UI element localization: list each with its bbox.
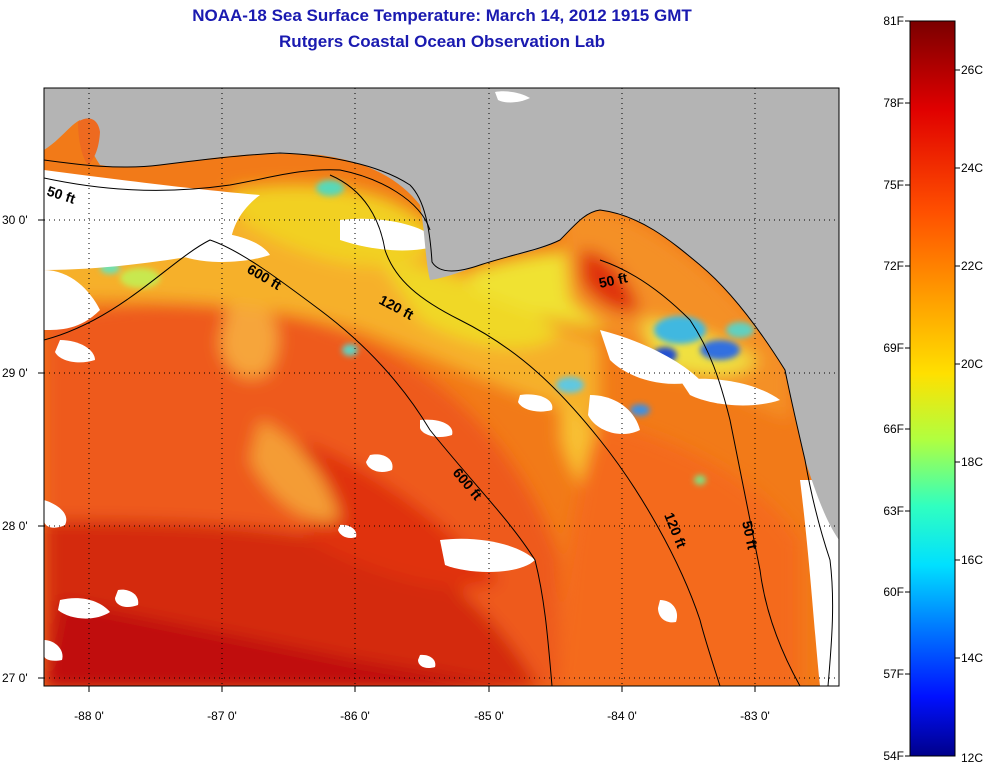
lon-label-88: -88 0' <box>74 709 104 723</box>
lon-label-85: -85 0' <box>474 709 504 723</box>
coastline <box>44 152 834 686</box>
contour-600ft <box>44 239 553 686</box>
cloud-masks <box>44 170 839 686</box>
cb-f-54: 54F <box>883 749 904 763</box>
colorbar: 81F 78F 75F 72F 69F 66F 63F 60F 57F 54F … <box>883 14 983 765</box>
map-plot-area <box>44 88 839 686</box>
lat-label-27: 27 0' <box>2 671 28 685</box>
contour-120ft <box>329 174 721 686</box>
cb-c-16: 16C <box>961 553 983 567</box>
contour-50ft-east <box>599 259 801 686</box>
lon-label-83: -83 0' <box>740 709 770 723</box>
cb-c-12: 12C <box>961 751 983 765</box>
cb-f-57: 57F <box>883 667 904 681</box>
cb-f-66: 66F <box>883 422 904 436</box>
depth-label-50ft-big-bend: 50 ft <box>597 269 629 291</box>
lon-label-84: -84 0' <box>607 709 637 723</box>
contour-50ft-west <box>44 169 431 231</box>
cb-c-20: 20C <box>961 357 983 371</box>
cb-f-81: 81F <box>883 14 904 28</box>
cb-f-72: 72F <box>883 259 904 273</box>
temperature-field <box>44 184 800 686</box>
cb-f-63: 63F <box>883 504 904 518</box>
cb-c-22: 22C <box>961 259 983 273</box>
map-frame <box>43 87 840 687</box>
cb-c-18: 18C <box>961 455 983 469</box>
lon-label-86: -86 0' <box>340 709 370 723</box>
map-subtitle: Rutgers Coastal Ocean Observation Lab <box>279 32 605 51</box>
cb-f-75: 75F <box>883 178 904 192</box>
bathymetry-contours <box>44 169 801 686</box>
lat-label-30: 30 0' <box>2 213 28 227</box>
lat-label-29: 29 0' <box>2 366 28 380</box>
axis-ticks <box>38 219 756 692</box>
cb-c-26: 26C <box>961 63 983 77</box>
inland-lake <box>495 91 530 103</box>
cb-c-24: 24C <box>961 161 983 175</box>
lat-label-28: 28 0' <box>2 519 28 533</box>
cb-f-78: 78F <box>883 96 904 110</box>
colorbar-gradient <box>909 20 956 757</box>
cb-f-60: 60F <box>883 585 904 599</box>
bay-water <box>78 118 100 165</box>
land-mass <box>44 88 839 540</box>
lon-label-87: -87 0' <box>207 709 237 723</box>
map-title: NOAA-18 Sea Surface Temperature: March 1… <box>192 6 692 25</box>
cb-c-14: 14C <box>961 651 983 665</box>
cb-f-69: 69F <box>883 341 904 355</box>
depth-label-50ft-south: 50 ft <box>739 519 761 551</box>
